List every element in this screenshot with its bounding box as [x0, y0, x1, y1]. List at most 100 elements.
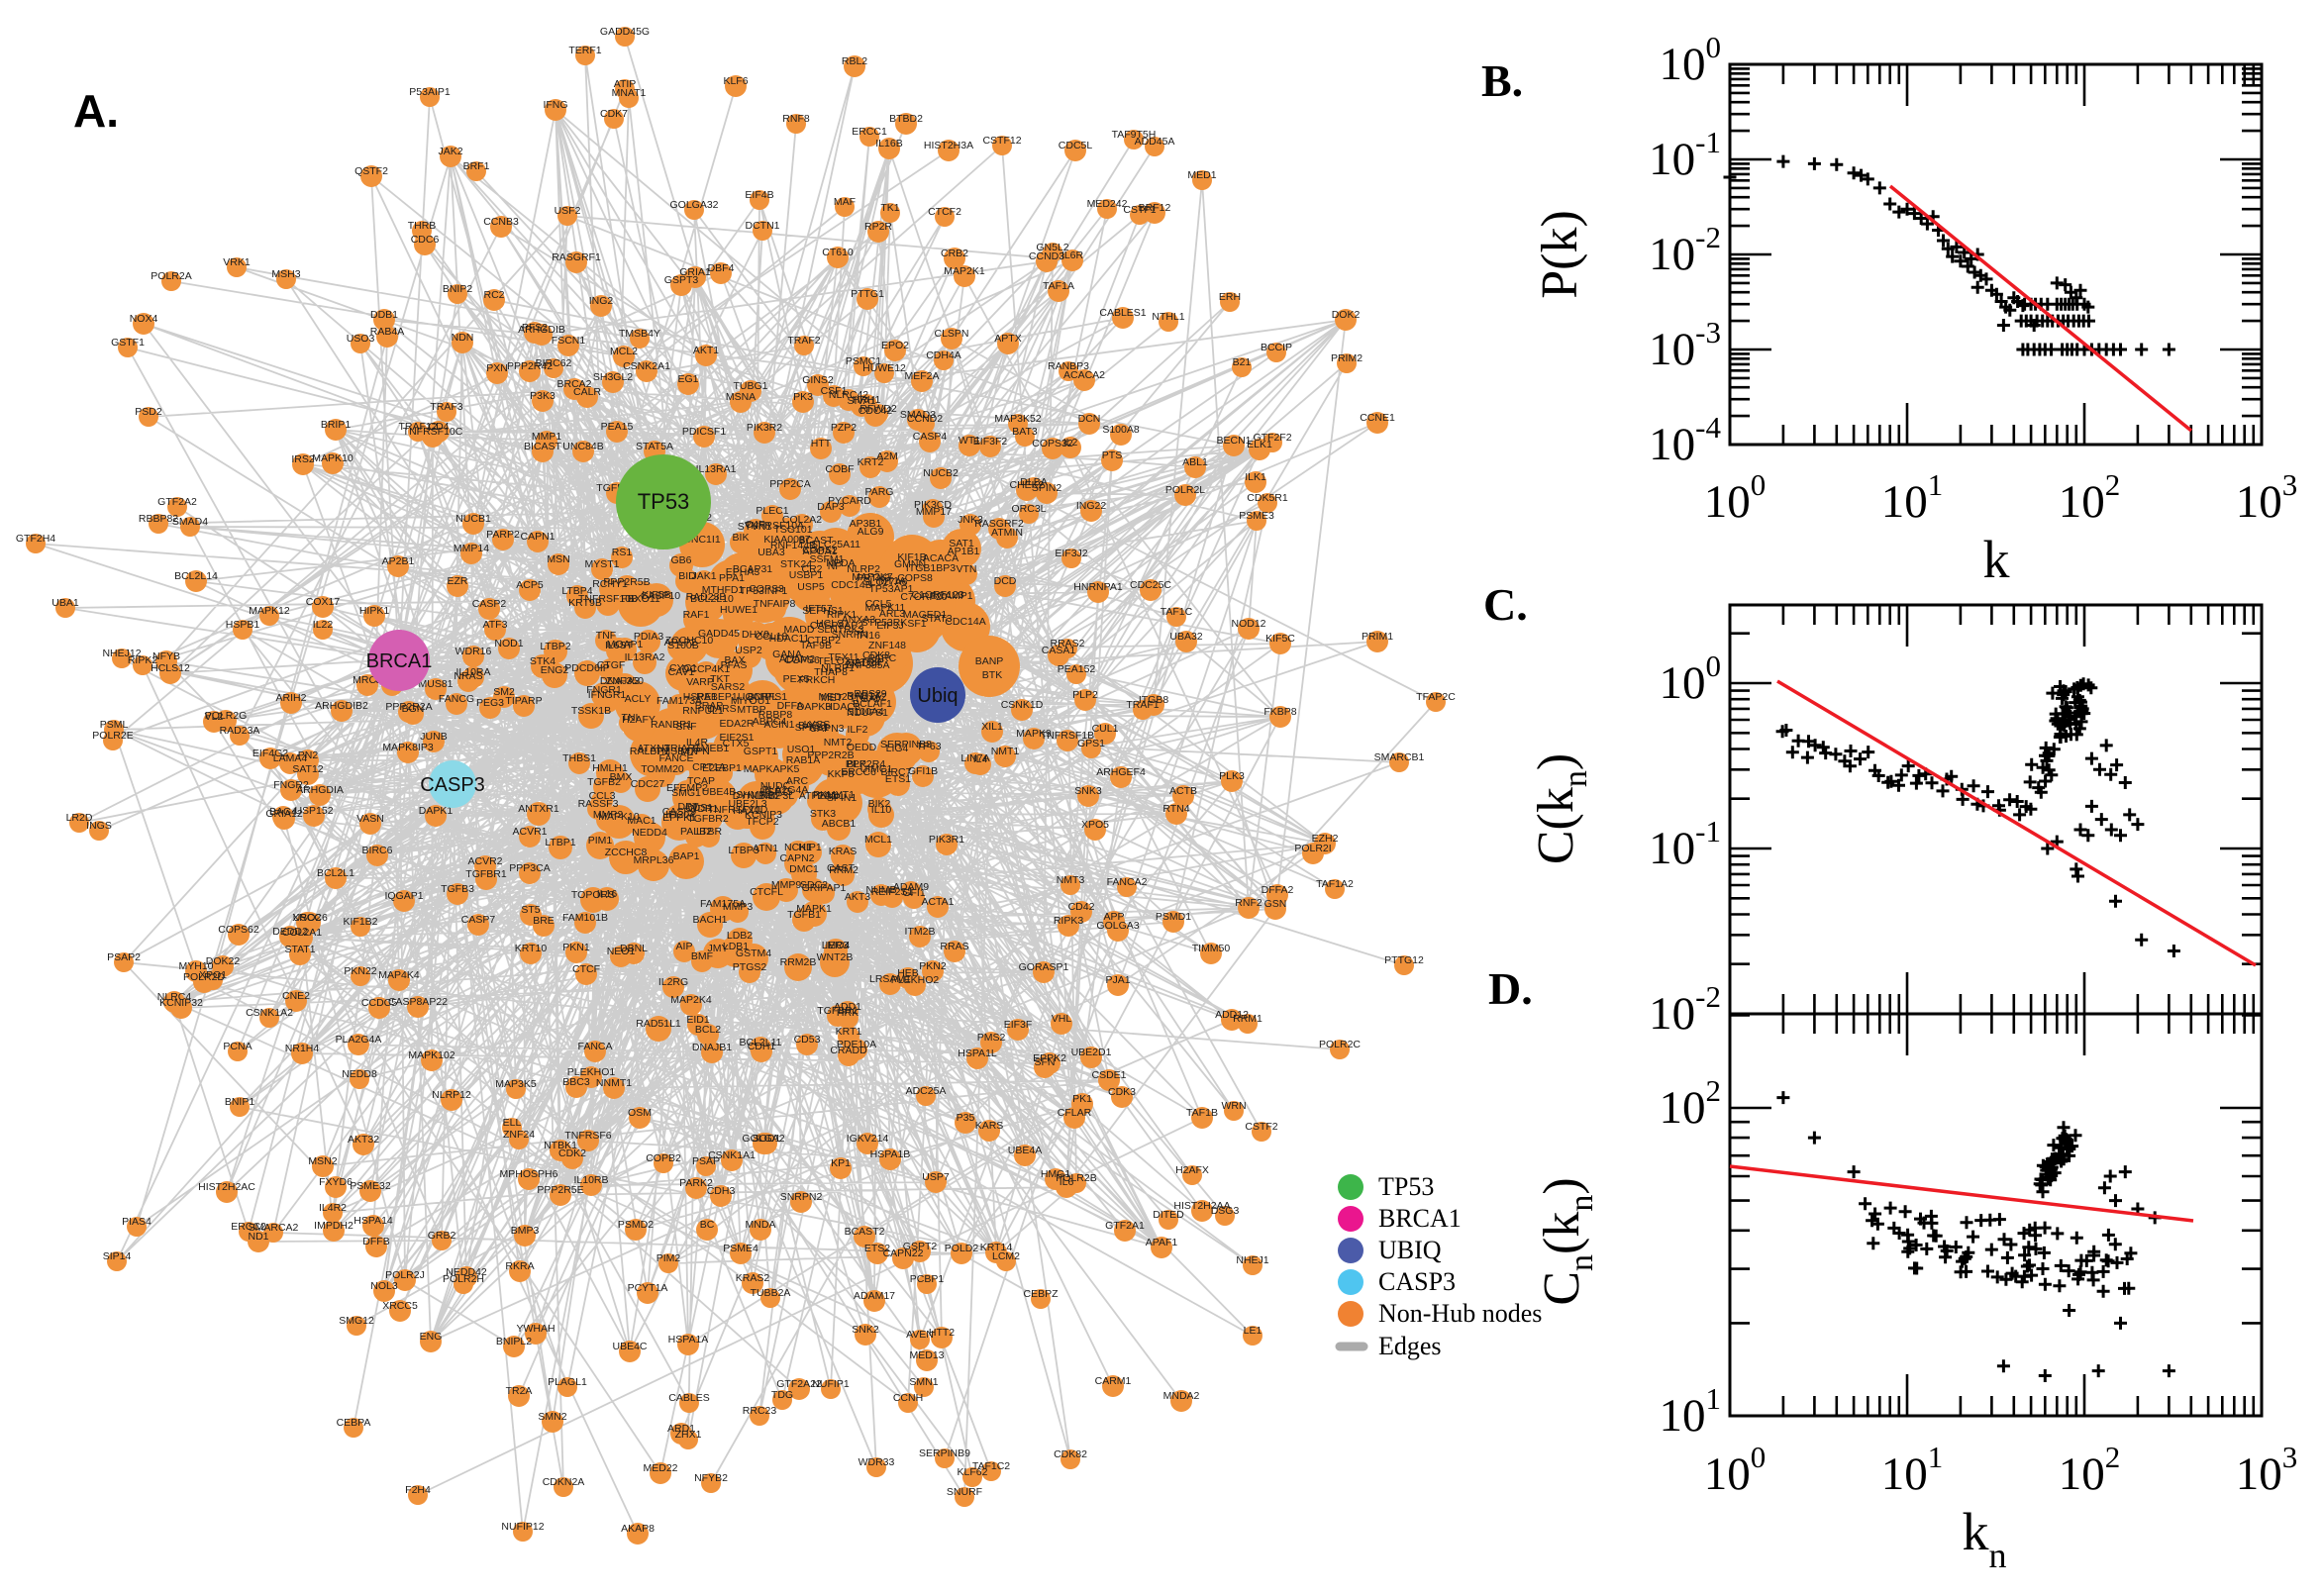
- svg-text:DFFA: DFFA: [777, 700, 804, 712]
- svg-text:EZR: EZR: [448, 575, 468, 587]
- svg-text:USO2: USO2: [293, 912, 322, 924]
- svg-text:IRS2: IRS2: [291, 453, 315, 465]
- svg-text:10-1: 10-1: [1649, 814, 1721, 874]
- svg-text:PSML: PSML: [100, 719, 129, 731]
- svg-text:SNK2: SNK2: [852, 1324, 879, 1336]
- svg-text:EIF4B: EIF4B: [745, 189, 773, 201]
- svg-text:TP53AP1: TP53AP1: [869, 583, 914, 595]
- svg-text:JMY: JMY: [708, 943, 729, 954]
- svg-text:COPB2: COPB2: [646, 1152, 681, 1164]
- svg-text:MED1: MED1: [1187, 169, 1216, 181]
- svg-text:PIK3R1: PIK3R1: [929, 834, 964, 846]
- svg-text:SMAD3: SMAD3: [900, 409, 936, 421]
- svg-text:RRC23: RRC23: [743, 1405, 777, 1417]
- svg-text:NCK1: NCK1: [784, 842, 812, 853]
- svg-text:IFI204: IFI204: [665, 809, 695, 821]
- svg-text:USP15: USP15: [759, 786, 792, 798]
- svg-text:ZHX1: ZHX1: [675, 1429, 702, 1441]
- svg-text:ZNF148: ZNF148: [868, 640, 906, 651]
- svg-text:SLC27A6: SLC27A6: [863, 576, 908, 588]
- svg-text:SPIN2: SPIN2: [1032, 482, 1062, 494]
- svg-text:GRIA1: GRIA1: [679, 266, 711, 278]
- svg-text:ARHGDIA: ARHGDIA: [296, 784, 344, 796]
- svg-text:BNIP3L: BNIP3L: [758, 790, 794, 802]
- svg-text:DPT: DPT: [678, 801, 700, 813]
- svg-text:GANA: GANA: [772, 648, 802, 660]
- svg-text:SNRPN2: SNRPN2: [780, 1191, 823, 1203]
- svg-text:IFNGR1: IFNGR1: [588, 689, 627, 701]
- svg-text:BRAP: BRAP: [695, 700, 724, 712]
- svg-text:TDG: TDG: [771, 1389, 793, 1401]
- svg-text:STK24: STK24: [780, 558, 812, 570]
- svg-text:PPP2R5E: PPP2R5E: [537, 1184, 583, 1196]
- svg-text:B21: B21: [1233, 356, 1252, 368]
- svg-text:BCL2L1: BCL2L1: [317, 867, 354, 879]
- svg-text:PARP2: PARP2: [486, 529, 520, 541]
- svg-text:RC2: RC2: [483, 289, 504, 301]
- svg-text:AKT1: AKT1: [693, 345, 719, 356]
- svg-text:FNGR2: FNGR2: [273, 779, 309, 791]
- svg-text:HMG1: HMG1: [1041, 1168, 1070, 1180]
- svg-text:BAP1: BAP1: [673, 850, 700, 862]
- svg-text:TAF1B: TAF1B: [1186, 1107, 1218, 1119]
- svg-text:TOPORS: TOPORS: [571, 889, 615, 901]
- svg-text:PKN22: PKN22: [344, 965, 376, 977]
- svg-text:ACACA: ACACA: [923, 552, 959, 564]
- svg-text:PRIM2: PRIM2: [1331, 352, 1363, 364]
- svg-text:MED22: MED22: [643, 1462, 677, 1474]
- svg-text:DAP3: DAP3: [817, 501, 845, 513]
- svg-text:TNF: TNF: [596, 630, 616, 642]
- svg-text:MAP3K5: MAP3K5: [495, 1078, 537, 1090]
- svg-text:POLR2I: POLR2I: [1294, 843, 1331, 854]
- svg-text:MET: MET: [821, 692, 844, 704]
- svg-text:COPS62: COPS62: [218, 924, 259, 936]
- svg-text:CABLES1: CABLES1: [1099, 307, 1146, 319]
- svg-text:MAP2K7: MAP2K7: [852, 571, 893, 583]
- svg-text:CDC27: CDC27: [631, 778, 665, 790]
- svg-text:PSMD2: PSMD2: [618, 1219, 654, 1231]
- svg-text:CDC5L: CDC5L: [1059, 140, 1093, 151]
- svg-text:NP: NP: [828, 560, 843, 572]
- svg-text:TP53INP1: TP53INP1: [740, 585, 788, 597]
- svg-text:WT1: WT1: [959, 435, 980, 447]
- svg-text:TNI: TNI: [622, 712, 639, 724]
- svg-text:PCBP1: PCBP1: [910, 1273, 945, 1285]
- svg-text:HCLS12: HCLS12: [151, 662, 190, 674]
- svg-text:PLP2: PLP2: [1072, 689, 1098, 701]
- svg-text:TELO2: TELO2: [817, 655, 850, 667]
- svg-text:GOLGA32: GOLGA32: [669, 199, 718, 211]
- svg-text:CAPN2: CAPN2: [779, 852, 814, 864]
- svg-text:PTS: PTS: [1102, 449, 1122, 461]
- svg-text:C7ORF20: C7ORF20: [900, 591, 947, 603]
- svg-text:PTTG1: PTTG1: [851, 288, 884, 300]
- svg-text:NNMT1: NNMT1: [596, 1077, 632, 1089]
- svg-text:VRK1: VRK1: [223, 256, 251, 268]
- svg-text:YWHAH: YWHAH: [516, 1323, 555, 1335]
- svg-text:BGN: BGN: [402, 703, 425, 715]
- svg-text:WDR16: WDR16: [455, 646, 492, 657]
- svg-text:EPO2: EPO2: [881, 340, 909, 351]
- svg-text:AP3B1: AP3B1: [850, 518, 882, 530]
- svg-text:ORC3L: ORC3L: [1011, 503, 1046, 515]
- svg-text:DAPK1: DAPK1: [419, 805, 454, 817]
- svg-text:TFAP2C: TFAP2C: [1416, 691, 1456, 703]
- svg-text:GSTF1: GSTF1: [111, 337, 145, 349]
- svg-text:PSD2: PSD2: [135, 406, 162, 418]
- svg-text:TAF1A: TAF1A: [1043, 280, 1074, 292]
- svg-text:TP53: TP53: [1378, 1172, 1434, 1201]
- svg-text:HTT: HTT: [811, 438, 832, 449]
- svg-text:TNFRSF6: TNFRSF6: [564, 1130, 611, 1142]
- svg-text:IFNG: IFNG: [543, 99, 567, 111]
- svg-text:ANTXR1: ANTXR1: [518, 803, 559, 815]
- svg-text:BAG4: BAG4: [269, 806, 297, 818]
- svg-text:RASGRF1: RASGRF1: [552, 251, 601, 263]
- svg-text:GADD45: GADD45: [698, 628, 740, 640]
- svg-text:FANCA: FANCA: [577, 1041, 612, 1052]
- svg-text:MMP9: MMP9: [771, 879, 801, 891]
- svg-text:HUWE12: HUWE12: [862, 362, 906, 374]
- svg-text:PSME4: PSME4: [723, 1243, 758, 1254]
- svg-text:SCAMP1: SCAMP1: [930, 590, 972, 602]
- svg-text:CAST: CAST: [827, 862, 856, 874]
- svg-text:ETS2: ETS2: [864, 1243, 890, 1254]
- svg-text:SMN2: SMN2: [538, 1411, 566, 1423]
